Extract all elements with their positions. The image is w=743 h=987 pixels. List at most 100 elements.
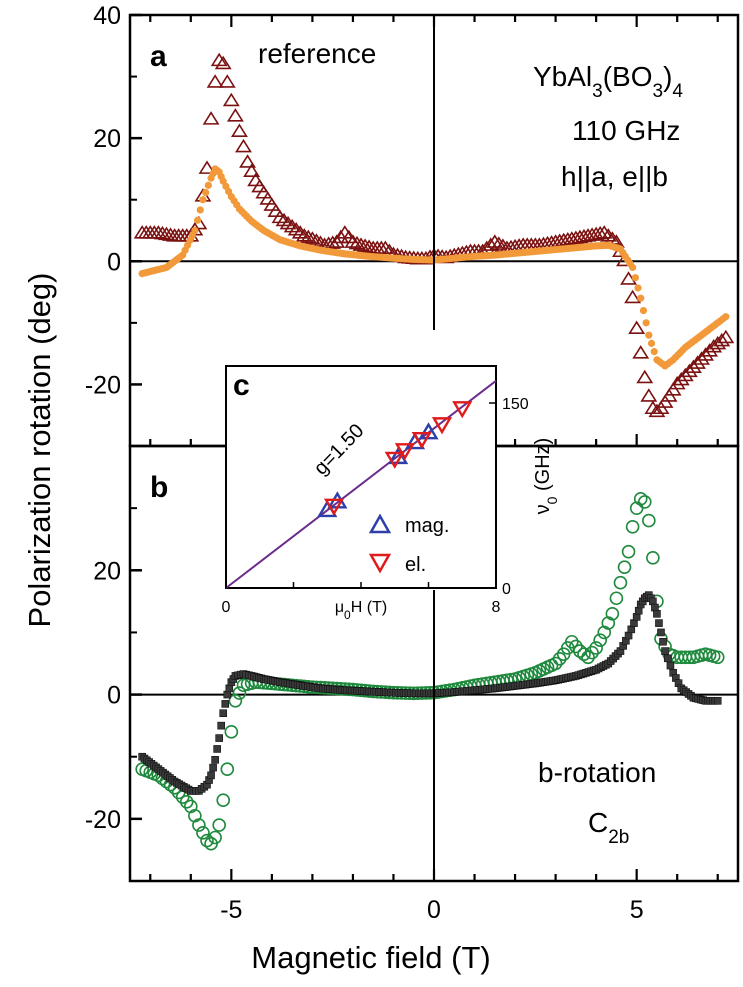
data-point-a0 [344, 234, 362, 248]
data-point-a0 [287, 221, 305, 236]
data-point-a1 [199, 196, 207, 204]
x-tick-label-0: -5 [220, 896, 242, 924]
inset-point-mag [418, 422, 439, 440]
data-point-a0 [640, 388, 658, 402]
data-point-b0 [216, 793, 231, 808]
data-point-a1 [202, 188, 210, 197]
data-point-b1 [657, 628, 665, 637]
inset-y-tick-label-0: 0 [502, 581, 511, 598]
panel-a-y-ticks: 40 20 0 -20 [85, 2, 142, 447]
data-point-b0 [710, 650, 725, 665]
data-point-a0 [356, 238, 374, 252]
data-point-b1 [663, 654, 672, 663]
data-point-a0 [303, 231, 321, 245]
data-point-b0 [548, 656, 563, 671]
inset-x-tick-label-1: 8 [492, 599, 501, 616]
data-point-a0 [210, 52, 228, 67]
data-point-b1 [661, 647, 669, 655]
data-point-a0 [295, 228, 313, 242]
data-point-a0 [222, 92, 240, 107]
data-point-b0 [642, 513, 656, 528]
data-point-b1 [217, 721, 225, 730]
data-point-a0 [291, 225, 309, 239]
data-point-b1 [213, 745, 221, 753]
data-point-a0 [239, 154, 256, 168]
data-point-b0 [617, 560, 632, 574]
fit-line [225, 380, 497, 589]
data-point-a0 [595, 225, 613, 239]
y-tick-label-b-0: 20 [93, 557, 121, 585]
data-point-a0 [328, 234, 346, 248]
data-point-a0 [279, 215, 297, 230]
inset-point-el [411, 431, 432, 450]
panel-b-annotation-line1: b-rotation [538, 757, 656, 788]
data-point-b0 [621, 544, 636, 559]
data-point-b0 [220, 762, 235, 776]
data-point-b1 [655, 619, 663, 627]
x-axis-title: Magnetic field (T) [251, 940, 490, 975]
data-point-a1 [631, 274, 639, 282]
data-point-a1 [629, 263, 637, 272]
inset-point-el [394, 443, 415, 461]
data-point-b0 [581, 650, 595, 665]
data-point-a1 [647, 339, 656, 347]
inset-x-title: μ0H (T) [335, 599, 387, 622]
data-point-b1 [207, 771, 215, 780]
data-point-b0 [208, 830, 222, 845]
x-tick-label-1: 0 [427, 896, 441, 924]
data-point-b0 [569, 639, 583, 654]
data-point-b1 [215, 734, 223, 742]
legend-marker-el [368, 553, 392, 574]
panel-a-label: a [150, 40, 167, 73]
data-point-a0 [701, 343, 719, 357]
panel-a: 40 20 0 -20 a reference YbAl3(BO3)4 110 GHz… [85, 2, 740, 448]
legend-marker-mag [368, 513, 392, 534]
panel-a-annotation: reference [258, 38, 376, 69]
data-point-a0 [689, 355, 706, 369]
geometry-label: h||a, e||b [561, 161, 668, 192]
data-point-a0 [693, 351, 710, 365]
data-point-a0 [697, 347, 715, 361]
data-point-a0 [202, 111, 220, 125]
y-tick-label-a-0: 40 [93, 2, 121, 30]
data-point-b1 [713, 696, 722, 705]
inset-x-tick-label-0: 0 [222, 599, 231, 616]
data-point-a0 [275, 212, 293, 227]
data-point-b0 [212, 818, 226, 832]
data-point-a0 [283, 218, 301, 233]
data-point-a0 [648, 403, 666, 418]
inset-point-el [323, 498, 345, 516]
data-point-b0 [646, 551, 660, 565]
data-point-b0 [196, 826, 210, 840]
data-point-a0 [628, 320, 646, 335]
data-point-b0 [633, 492, 648, 506]
data-point-a0 [599, 228, 617, 242]
data-point-a1 [722, 313, 730, 321]
data-point-b0 [589, 641, 603, 655]
data-point-a0 [198, 160, 216, 174]
data-point-b0 [565, 634, 579, 649]
panel-b-y-ticks: 20 0 -20 [85, 507, 142, 882]
data-point-a0 [360, 239, 378, 253]
data-point-a0 [214, 55, 232, 70]
inset-points [317, 401, 473, 518]
data-point-a0 [271, 209, 289, 224]
x-axis: -5 0 5 [149, 15, 719, 924]
data-point-b0 [224, 725, 239, 739]
legend-label-el: el. [405, 554, 426, 576]
data-point-a0 [680, 363, 698, 378]
data-point-b0 [200, 833, 214, 848]
data-point-a0 [490, 236, 508, 250]
legend-label-mag: mag. [405, 515, 449, 537]
data-point-b1 [211, 756, 219, 764]
inset-point-el [431, 417, 453, 435]
panel-a-orange-series [138, 165, 730, 370]
data-point-a1 [639, 306, 648, 315]
data-point-b0 [609, 591, 624, 606]
data-point-a1 [645, 331, 653, 339]
data-point-a0 [684, 359, 702, 374]
data-point-b0 [577, 647, 591, 661]
